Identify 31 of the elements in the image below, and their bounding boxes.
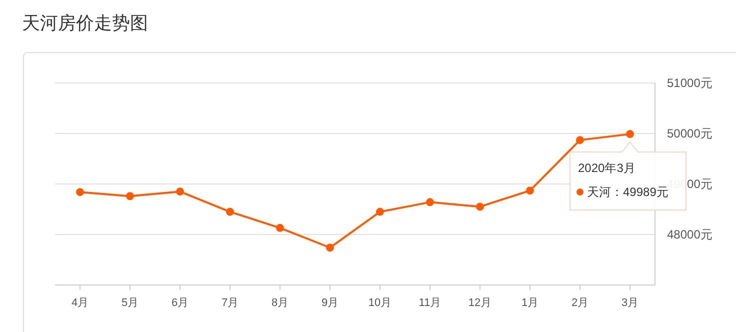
x-tick-label: 3月 [621,297,639,309]
x-tick-label: 1月 [521,297,539,309]
x-tick-label: 9月 [321,297,339,309]
x-tick-label: 10月 [368,297,392,309]
x-tick-label: 6月 [171,297,189,309]
point [476,202,484,211]
x-tick-label: 5月 [121,297,139,309]
point [626,130,634,138]
x-tick-label: 11月 [418,297,442,309]
x-tick-label: 8月 [271,297,289,309]
annotation: 2020年3月 [578,161,636,176]
point [276,224,284,232]
x-tick-label: 4月 [71,297,89,309]
point [526,186,534,195]
x-tick-label: 7月 [221,297,239,309]
legend-label: 天河 [587,185,611,200]
y-tick-label: 48000元 [667,228,712,242]
annotation: ：49989元 [611,185,668,200]
y-tick-label: 50000元 [667,126,712,140]
point [176,188,184,196]
point [326,244,334,252]
point [126,192,134,200]
chart-title: 天河房价走势图 [22,13,148,33]
point [576,136,584,144]
x-tick-label: 2月 [571,297,589,309]
point [376,208,384,216]
point [426,198,434,206]
y-tick-label: 51000元 [667,76,712,90]
x-tick-label: 12月 [468,297,492,309]
point [226,208,234,216]
point [76,188,84,196]
